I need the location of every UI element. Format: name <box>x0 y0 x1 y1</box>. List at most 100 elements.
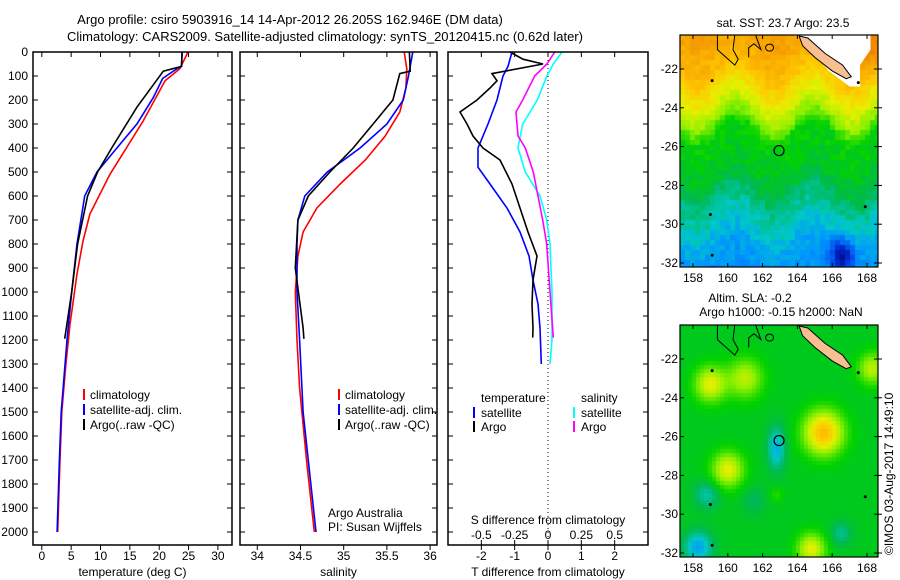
depth-tick-label: 1100 <box>2 309 28 323</box>
lat-tick-label: -26 <box>661 430 679 444</box>
lat-tick-label: -26 <box>661 140 679 154</box>
depth-tick-label: 500 <box>8 165 28 179</box>
x-tick-label: 30 <box>211 549 225 563</box>
panel-frame <box>32 51 233 546</box>
title-line-1: Argo profile: csiro 5903916_14 14-Apr-20… <box>77 12 503 27</box>
sst-map-title: sat. SST: 23.7 Argo: 23.5 <box>717 16 850 30</box>
series-argo-raw-qc- <box>294 51 412 339</box>
depth-tick-label: 2000 <box>1 525 28 539</box>
series-salinity-argo <box>515 51 556 338</box>
reef-coastline <box>716 35 739 66</box>
x-tick-label: 25 <box>182 549 196 563</box>
x-axis-label: salinity <box>320 565 357 579</box>
lon-tick-label: 164 <box>787 271 807 285</box>
island-marker <box>710 369 714 373</box>
panel-frame <box>447 51 649 546</box>
lon-tick-label: 158 <box>683 271 703 285</box>
x-axis-label: temperature (deg C) <box>78 565 186 579</box>
panel-temperature <box>32 51 233 550</box>
x-axis-label: T difference from climatology <box>471 565 625 579</box>
lat-tick-label: -28 <box>661 178 679 192</box>
depth-tick-label: 0 <box>21 45 28 59</box>
lat-tick-label: -32 <box>661 546 679 560</box>
legend-label: satellite-adj. clim. <box>90 403 182 417</box>
island-marker <box>856 81 860 85</box>
argo-height-title: Argo h1000: -0.15 h2000: NaN <box>699 305 862 319</box>
panel-frame <box>239 51 438 546</box>
lat-tick-label: -24 <box>661 101 679 115</box>
x-tick-label: 34.5 <box>289 549 313 563</box>
depth-tick-label: 400 <box>8 141 28 155</box>
legend-label: Argo(..raw -QC) <box>90 418 175 432</box>
legend-label: climatology <box>345 388 405 402</box>
legend-swatch <box>338 419 340 430</box>
series-satellite-adj-clim- <box>56 51 183 533</box>
reef-coastline <box>765 333 775 342</box>
island-marker <box>863 205 867 209</box>
legend-label: Argo(..raw -QC) <box>345 418 430 432</box>
depth-tick-label: 700 <box>8 213 28 227</box>
lat-tick-label: -22 <box>661 62 679 76</box>
lon-tick-label: 164 <box>787 561 807 575</box>
s-tick-label: 0 <box>545 528 552 542</box>
title-line-2: Climatology: CARS2009. Satellite-adjuste… <box>67 29 583 44</box>
series-climatology <box>56 51 189 533</box>
legend-swatch <box>573 421 575 432</box>
depth-tick-label: 300 <box>8 117 28 131</box>
lat-tick-label: -22 <box>661 352 679 366</box>
depth-tick-label: 1800 <box>1 477 28 491</box>
x-tick-label: 0 <box>545 549 552 563</box>
map-sla <box>679 324 882 558</box>
s-tick-label: -0.25 <box>501 528 529 542</box>
depth-tick-label: 1000 <box>1 285 28 299</box>
x-tick-label: 35.5 <box>375 549 399 563</box>
legend-swatch <box>83 419 85 430</box>
series-satellite-adj-clim- <box>296 51 414 533</box>
x-tick-label: 0 <box>38 549 45 563</box>
x-tick-label: 5 <box>68 549 75 563</box>
annotation-text: PI: Susan Wijffels <box>328 520 422 534</box>
legend-swatch <box>83 404 85 415</box>
series-temperature-satellite <box>477 51 543 365</box>
panel-salinity <box>239 51 438 550</box>
depth-tick-label: 1900 <box>1 501 28 515</box>
map-sst <box>679 34 882 268</box>
depth-tick-label: 200 <box>8 93 28 107</box>
lon-tick-label: 160 <box>718 561 738 575</box>
s-tick-label: -0.5 <box>471 528 492 542</box>
island-marker <box>710 253 714 257</box>
legend-label: climatology <box>90 388 150 402</box>
lat-tick-label: -32 <box>661 256 679 270</box>
x-tick-label: 34 <box>251 549 265 563</box>
depth-tick-label: 1600 <box>1 429 28 443</box>
legend-swatch <box>338 389 340 400</box>
lat-tick-label: -30 <box>661 217 679 231</box>
island-marker <box>710 79 714 83</box>
new-caledonia-land <box>798 325 853 370</box>
depth-tick-label: 1200 <box>1 333 28 347</box>
island-marker <box>856 371 860 375</box>
legend-heading-temperature: temperature <box>481 391 546 405</box>
legend-label: Argo <box>581 420 607 434</box>
lon-tick-label: 168 <box>857 271 877 285</box>
map-frame <box>679 324 879 558</box>
sla-map-title: Altim. SLA: -0.2 <box>708 291 792 305</box>
depth-tick-label: 900 <box>8 261 28 275</box>
x-tick-label: -2 <box>476 549 487 563</box>
argo-position-marker <box>773 144 785 157</box>
island-marker <box>863 495 867 499</box>
lat-tick-label: -24 <box>661 391 679 405</box>
x-tick-label: 1 <box>578 549 585 563</box>
series-salinity-satellite <box>517 51 563 365</box>
lat-tick-label: -28 <box>661 468 679 482</box>
depth-tick-label: 1300 <box>1 357 28 371</box>
depth-tick-label: 1500 <box>1 405 28 419</box>
lon-tick-label: 166 <box>822 271 842 285</box>
legend-label: satellite <box>481 406 522 420</box>
depth-tick-label: 1700 <box>1 453 28 467</box>
reef-coastline <box>748 324 763 348</box>
legend-label: Argo <box>481 420 507 434</box>
lon-tick-label: 168 <box>857 561 877 575</box>
series-argo-raw-qc- <box>63 51 183 339</box>
